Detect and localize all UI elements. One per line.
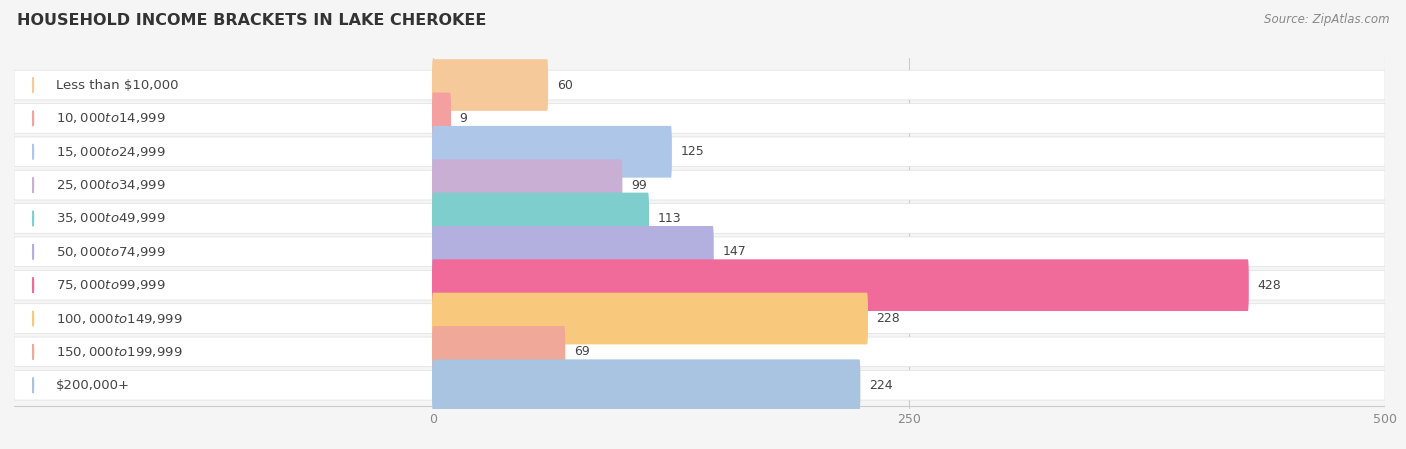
Text: $15,000 to $24,999: $15,000 to $24,999 (56, 145, 166, 159)
Text: $50,000 to $74,999: $50,000 to $74,999 (56, 245, 166, 259)
FancyBboxPatch shape (432, 126, 672, 178)
Text: 69: 69 (574, 345, 589, 358)
Text: $200,000+: $200,000+ (56, 379, 129, 392)
FancyBboxPatch shape (432, 226, 714, 277)
Text: 113: 113 (658, 212, 682, 225)
FancyBboxPatch shape (14, 304, 1385, 333)
Text: $10,000 to $14,999: $10,000 to $14,999 (56, 111, 166, 125)
FancyBboxPatch shape (14, 204, 1385, 233)
Text: Less than $10,000: Less than $10,000 (56, 79, 179, 92)
Text: 228: 228 (876, 312, 900, 325)
FancyBboxPatch shape (14, 170, 1385, 200)
FancyBboxPatch shape (14, 137, 1385, 167)
Text: 60: 60 (557, 79, 572, 92)
FancyBboxPatch shape (432, 260, 1249, 311)
FancyBboxPatch shape (432, 359, 860, 411)
FancyBboxPatch shape (14, 337, 1385, 367)
FancyBboxPatch shape (14, 104, 1385, 133)
Text: HOUSEHOLD INCOME BRACKETS IN LAKE CHEROKEE: HOUSEHOLD INCOME BRACKETS IN LAKE CHEROK… (17, 13, 486, 28)
FancyBboxPatch shape (14, 270, 1385, 300)
Text: $25,000 to $34,999: $25,000 to $34,999 (56, 178, 166, 192)
FancyBboxPatch shape (432, 92, 451, 144)
Text: 125: 125 (681, 145, 704, 158)
FancyBboxPatch shape (14, 70, 1385, 100)
Text: 147: 147 (723, 245, 747, 258)
Text: $75,000 to $99,999: $75,000 to $99,999 (56, 278, 166, 292)
Text: 9: 9 (460, 112, 467, 125)
Text: $100,000 to $149,999: $100,000 to $149,999 (56, 312, 183, 326)
FancyBboxPatch shape (432, 193, 650, 244)
Text: 224: 224 (869, 379, 893, 392)
Text: 99: 99 (631, 179, 647, 192)
Text: 428: 428 (1257, 279, 1281, 292)
FancyBboxPatch shape (432, 326, 565, 378)
FancyBboxPatch shape (14, 237, 1385, 267)
Text: $150,000 to $199,999: $150,000 to $199,999 (56, 345, 183, 359)
FancyBboxPatch shape (432, 59, 548, 111)
Text: Source: ZipAtlas.com: Source: ZipAtlas.com (1264, 13, 1389, 26)
Text: $35,000 to $49,999: $35,000 to $49,999 (56, 211, 166, 225)
FancyBboxPatch shape (432, 293, 868, 344)
FancyBboxPatch shape (14, 370, 1385, 400)
FancyBboxPatch shape (432, 159, 623, 211)
